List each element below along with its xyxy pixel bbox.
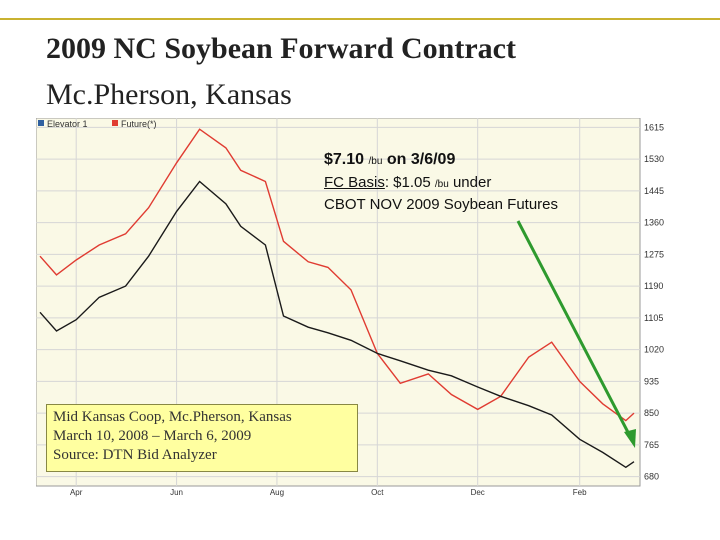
annotation-price: $7.10 /bu on 3/6/09 (324, 151, 455, 169)
legend-swatch-elevator (38, 120, 44, 126)
y-tick-label: 1020 (644, 345, 664, 355)
y-tick-label: 1445 (644, 186, 664, 196)
basis-label: FC Basis (324, 174, 385, 191)
legend: Elevator 1 Future(*) (38, 119, 157, 129)
annotation-futures: CBOT NOV 2009 Soybean Futures (324, 196, 559, 213)
slide-subtitle: Mc.Pherson, Kansas (46, 78, 292, 111)
future-series-line (39, 128, 635, 422)
y-tick-label: 1275 (644, 249, 664, 259)
annotation-unit: /bu (368, 156, 383, 167)
y-tick-label: 1615 (644, 122, 664, 132)
y-tick-label: 1105 (644, 313, 663, 323)
basis-unit: /bu (434, 179, 449, 190)
slide-title: 2009 NC Soybean Forward Contract (46, 32, 516, 65)
y-tick-label: 1530 (644, 154, 664, 164)
callout-line-3: Source: DTN Bid Analyzer (53, 447, 217, 463)
y-tick-label: 850 (644, 408, 659, 418)
basis-value: : $1.05 (384, 174, 431, 191)
x-tick-label: Dec (471, 488, 485, 497)
y-tick-label: 765 (644, 440, 659, 450)
x-axis: Apr Jun Aug Oct Dec Feb (70, 488, 587, 497)
elevator-series-line (39, 180, 635, 469)
legend-label-future: Future(*) (121, 119, 157, 129)
y-tick-label: 1190 (644, 281, 663, 291)
arrow-group (516, 220, 636, 448)
legend-label-elevator: Elevator 1 (47, 119, 88, 129)
x-tick-label: Oct (371, 488, 384, 497)
series-group (39, 128, 635, 469)
annotation-price-value: $7.10 (324, 151, 365, 168)
annotation-basis: FC Basis: $1.05 /bu under (324, 174, 491, 191)
legend-swatch-future (112, 120, 118, 126)
x-tick-label: Apr (70, 488, 83, 497)
basis-under: under (452, 174, 492, 191)
source-callout: Mid Kansas Coop, Mc.Pherson, Kansas Marc… (46, 404, 358, 472)
callout-line-1: Mid Kansas Coop, Mc.Pherson, Kansas (53, 409, 292, 425)
annotation-date: on 3/6/09 (386, 151, 456, 168)
x-tick-label: Aug (270, 488, 284, 497)
y-tick-label: 680 (644, 472, 659, 482)
title-top-rule (0, 18, 720, 20)
arrow-head (624, 429, 636, 448)
y-tick-label: 935 (644, 376, 659, 386)
callout-line-2: March 10, 2008 – March 6, 2009 (53, 428, 252, 444)
y-axis: 680 765 850 935 1020 1105 1190 1275 1360 1445 1530… (644, 122, 664, 481)
y-tick-label: 1360 (644, 218, 664, 228)
x-tick-label: Feb (573, 488, 587, 497)
x-tick-label: Jun (170, 488, 183, 497)
arrow-line (516, 220, 634, 441)
